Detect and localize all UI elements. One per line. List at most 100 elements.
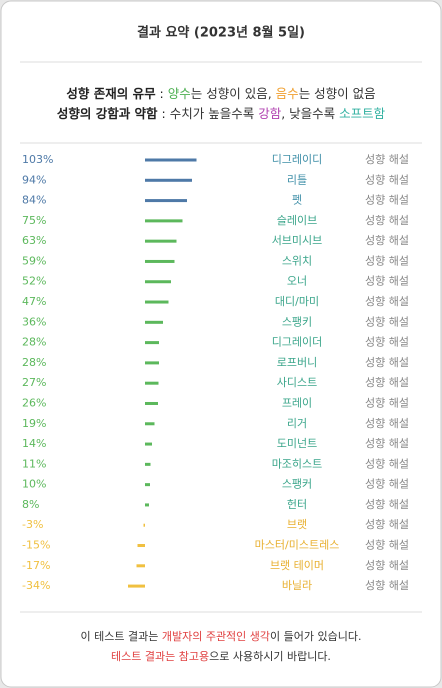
bar xyxy=(145,300,169,304)
category-name: 펫 xyxy=(292,194,302,207)
category-name: 대디/마미 xyxy=(275,295,319,308)
percent-label: 84% xyxy=(22,194,46,207)
category-name: 프레이 xyxy=(282,396,312,409)
bar xyxy=(145,219,183,223)
category-name: 서브미시브 xyxy=(272,234,323,247)
footer-lines: 이 테스트 결과는 개발자의 주관적인 생각이 들어가 있습니다. xyxy=(81,630,362,643)
explain-link[interactable]: 성향 해설 xyxy=(365,314,409,328)
text-segment: 수치가 높을수록 xyxy=(170,106,258,121)
text-segment: 소프트함 xyxy=(339,106,386,121)
explain-link[interactable]: 성향 해설 xyxy=(365,152,409,166)
explain-link[interactable]: 성향 해설 xyxy=(365,274,409,288)
text-segment: 성향의 강함과 약함 xyxy=(57,106,158,121)
explain-link[interactable]: 성향 해설 xyxy=(365,335,409,349)
percent-label: 47% xyxy=(22,295,46,308)
percent-label: -3% xyxy=(22,518,43,531)
bar xyxy=(145,178,192,182)
category-name: 스팽커 xyxy=(282,478,312,491)
explain-link[interactable]: 성향 해설 xyxy=(365,395,409,409)
explain-link[interactable]: 성향 해설 xyxy=(365,456,409,470)
category-name: 리틀 xyxy=(287,173,307,186)
explain-link[interactable]: 성향 해설 xyxy=(365,355,409,369)
category-name: 바닐라 xyxy=(282,579,312,592)
category-name: 디그레이디 xyxy=(272,153,323,166)
text-segment: : xyxy=(156,86,168,101)
bar xyxy=(145,381,159,385)
bar xyxy=(145,462,151,466)
explain-link[interactable]: 성향 해설 xyxy=(365,416,409,430)
explain-link[interactable]: 성향 해설 xyxy=(365,172,409,186)
percent-label: 52% xyxy=(22,275,46,288)
bar xyxy=(145,442,152,446)
bar xyxy=(145,199,187,203)
explain-link[interactable]: 성향 해설 xyxy=(365,477,409,491)
percent-label: 59% xyxy=(22,254,46,267)
text-segment: 양수 xyxy=(168,86,191,101)
category-name: 도미넌트 xyxy=(277,437,317,450)
title: 결과 요약 (2023년 8월 5일) xyxy=(137,25,305,41)
percent-label: -34% xyxy=(22,579,50,592)
percent-label: 75% xyxy=(22,214,46,227)
explain-link[interactable]: 성향 해설 xyxy=(365,436,409,450)
explain-link[interactable]: 성향 해설 xyxy=(365,233,409,247)
category-name: 브랫 테이머 xyxy=(270,559,324,572)
bar xyxy=(145,239,177,243)
category-name: 사디스트 xyxy=(277,376,317,389)
legend-lines: 성향의 강함과 약함 : 수치가 높을수록 강함, 낮을수록 소프트함 xyxy=(57,106,386,121)
text-segment: 성향 존재의 유무 xyxy=(66,86,156,101)
category-name: 브랫 xyxy=(287,518,307,531)
bar xyxy=(145,361,159,365)
category-name: 스위치 xyxy=(282,254,312,267)
bar xyxy=(145,503,149,507)
footer-lines: 테스트 결과는 참고용으로 사용하시기 바랍니다. xyxy=(111,649,331,663)
category-name: 스팽키 xyxy=(282,315,312,328)
explain-link[interactable]: 성향 해설 xyxy=(365,294,409,308)
bar xyxy=(128,584,145,588)
text-segment: 으로 사용하시기 바랍니다. xyxy=(209,649,331,663)
text-segment: 는 성향이 없음 xyxy=(299,86,376,101)
percent-label: 27% xyxy=(22,376,46,389)
text-segment: : xyxy=(158,106,170,121)
explain-link[interactable]: 성향 해설 xyxy=(365,213,409,227)
explain-link[interactable]: 성향 해설 xyxy=(365,538,409,552)
category-name: 디그레이더 xyxy=(272,336,323,349)
category-name: 로프버니 xyxy=(277,356,317,369)
explain-link[interactable]: 성향 해설 xyxy=(365,253,409,267)
percent-label: 103% xyxy=(22,153,53,166)
bar xyxy=(145,320,163,324)
explain-link[interactable]: 성향 해설 xyxy=(365,578,409,592)
text-segment: 이 테스트 결과는 xyxy=(81,630,162,643)
percent-label: 14% xyxy=(22,437,46,450)
text-segment: 음수 xyxy=(276,86,299,101)
bar xyxy=(145,280,171,284)
category-name: 마스터/미스트레스 xyxy=(255,539,340,552)
percent-label: 10% xyxy=(22,478,46,491)
percent-label: 26% xyxy=(22,396,46,409)
percent-label: 36% xyxy=(22,315,46,328)
explain-link[interactable]: 성향 해설 xyxy=(365,375,409,389)
category-name: 오너 xyxy=(287,275,307,288)
percent-label: 11% xyxy=(22,457,46,470)
legend-lines: 성향 존재의 유무 : 양수는 성향이 있음, 음수는 성향이 없음 xyxy=(66,86,375,101)
text-segment: 이 들어가 있습니다. xyxy=(270,630,361,643)
bar xyxy=(145,401,158,405)
percent-label: 19% xyxy=(22,417,46,430)
bar xyxy=(136,564,145,568)
percent-label: 63% xyxy=(22,234,46,247)
text-segment: , 낮을수록 xyxy=(281,106,339,121)
bar xyxy=(145,158,197,162)
bar xyxy=(137,544,145,548)
explain-link[interactable]: 성향 해설 xyxy=(365,558,409,572)
explain-link[interactable]: 성향 해설 xyxy=(365,497,409,511)
bar xyxy=(145,483,150,487)
percent-label: 28% xyxy=(22,356,46,369)
explain-link[interactable]: 성향 해설 xyxy=(365,193,409,207)
category-name: 마조히스트 xyxy=(272,456,323,470)
percent-label: 8% xyxy=(22,498,39,511)
text-segment: 는 성향이 있음, xyxy=(191,86,276,101)
category-name: 헌터 xyxy=(287,498,307,511)
explain-link[interactable]: 성향 해설 xyxy=(365,517,409,531)
